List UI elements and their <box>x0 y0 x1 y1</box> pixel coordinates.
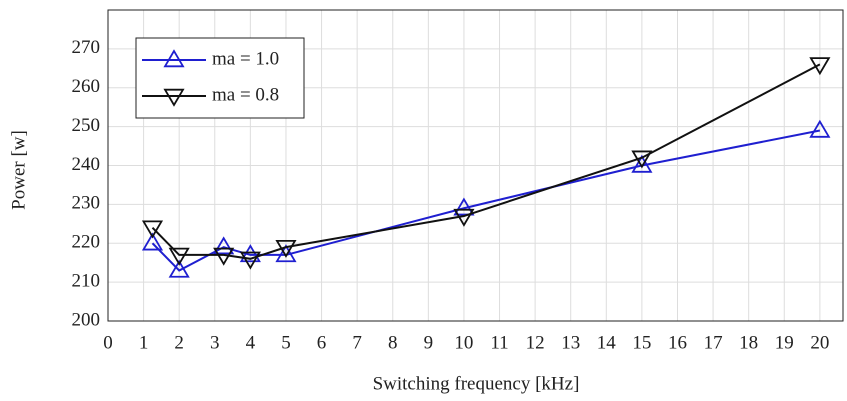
marker <box>809 119 831 138</box>
y-tick-label: 260 <box>72 76 101 97</box>
y-axis-label: Power [w] <box>8 130 29 210</box>
marker <box>239 244 261 263</box>
marker <box>453 208 475 227</box>
y-tick-label: 220 <box>72 232 101 253</box>
x-axis-label: Switching frequency [kHz] <box>373 373 580 394</box>
x-tick-label: 16 <box>668 332 687 353</box>
marker <box>631 154 653 173</box>
x-tick-label: 11 <box>490 332 508 353</box>
legend-marker <box>163 49 185 68</box>
legend-label: ma = 0.8 <box>212 84 279 105</box>
y-tick-label: 230 <box>72 193 101 214</box>
x-tick-label: 7 <box>352 332 362 353</box>
marker <box>213 236 235 255</box>
series-line <box>151 63 821 260</box>
x-tick-label: 17 <box>704 332 723 353</box>
y-tick-label: 270 <box>72 37 101 58</box>
marker <box>275 239 297 258</box>
x-tick-label: 4 <box>246 332 256 353</box>
x-tick-label: 20 <box>810 332 829 353</box>
y-tick-label: 200 <box>72 309 101 330</box>
legend-box <box>135 37 305 119</box>
marker <box>141 232 164 251</box>
x-tick-label: 18 <box>739 332 758 353</box>
marker <box>453 197 475 216</box>
y-tick-label: 240 <box>72 154 101 175</box>
marker <box>213 247 235 266</box>
x-tick-label: 10 <box>454 332 473 353</box>
x-tick-label: 1 <box>139 332 149 353</box>
legend-marker <box>163 88 185 107</box>
x-tick-label: 0 <box>103 332 113 353</box>
plot-frame <box>107 9 844 322</box>
y-tick-label: 210 <box>72 270 101 291</box>
x-tick-label: 19 <box>775 332 794 353</box>
marker <box>168 259 190 278</box>
x-tick-label: 6 <box>317 332 327 353</box>
marker <box>631 150 653 169</box>
marker <box>275 244 297 263</box>
x-tick-label: 12 <box>526 332 545 353</box>
marker <box>168 247 190 266</box>
marker <box>809 57 831 76</box>
series-line <box>151 129 821 272</box>
marker <box>239 251 261 270</box>
y-tick-label: 250 <box>72 115 101 136</box>
x-tick-label: 15 <box>632 332 651 353</box>
x-tick-label: 8 <box>388 332 398 353</box>
x-tick-label: 14 <box>597 332 617 353</box>
legend-label: ma = 1.0 <box>212 48 279 69</box>
x-tick-label: 2 <box>174 332 184 353</box>
x-tick-label: 13 <box>561 332 580 353</box>
x-tick-label: 3 <box>210 332 220 353</box>
marker <box>141 220 164 239</box>
x-tick-label: 9 <box>424 332 434 353</box>
x-tick-label: 5 <box>281 332 291 353</box>
